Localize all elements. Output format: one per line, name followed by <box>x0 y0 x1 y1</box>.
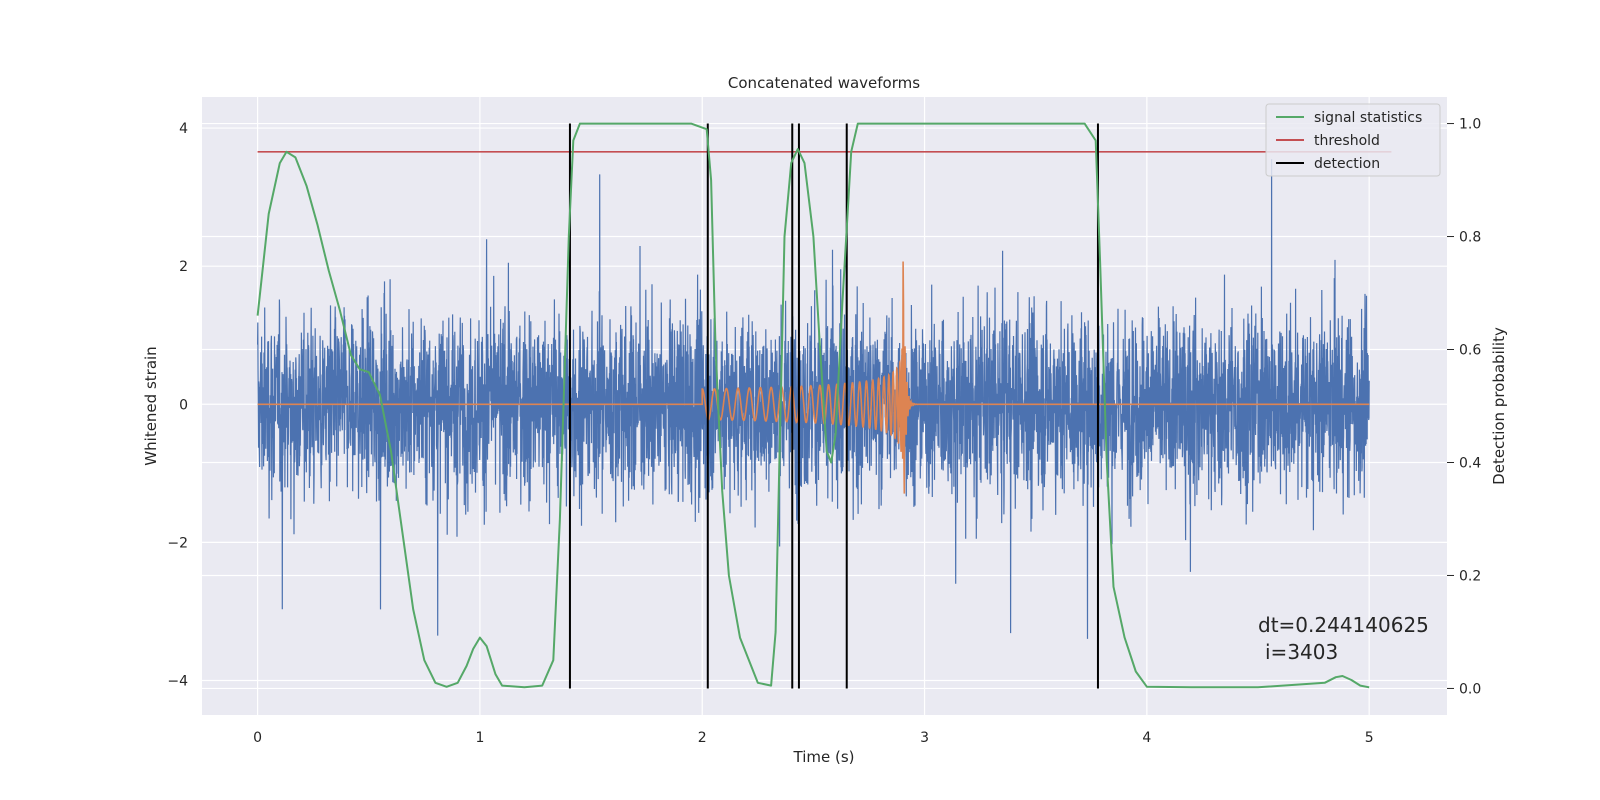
ticks: 0 1 2 3 4 5 4 2 0 −2 −4 1.0 0.8 0.6 0.4 0.2 0.0 <box>167 117 1481 746</box>
x-tick-label-4: 4 <box>1142 730 1151 746</box>
x-tick-label-1: 1 <box>475 730 484 746</box>
x-axis-label: Time (s) <box>793 748 855 766</box>
signal-statistics-line <box>256 122 1370 689</box>
y-tick-label-0: 4 <box>179 121 188 137</box>
legend-label-threshold: threshold <box>1314 133 1380 149</box>
y2-axis-label: Detection probability <box>1490 327 1508 485</box>
template-trace <box>257 261 1370 494</box>
y-tick-label-1: 2 <box>179 259 188 275</box>
x-tick-label-5: 5 <box>1365 730 1374 746</box>
x-tick-label-3: 3 <box>920 730 929 746</box>
legend-box <box>1265 103 1441 177</box>
series-layer <box>256 122 1392 689</box>
annotation-i: i=3403 <box>1265 640 1338 664</box>
legend-label-detection: detection <box>1314 156 1380 172</box>
y-tick-label-4: −4 <box>167 673 188 689</box>
annotation-dt: dt=0.244140625 <box>1258 613 1429 637</box>
y2-tick-label-3: 0.4 <box>1459 455 1481 471</box>
chart-title: Concatenated waveforms <box>728 74 920 92</box>
template-line <box>257 261 1370 494</box>
y-axis-label: Whitened strain <box>142 346 160 465</box>
y2-tick-label-0: 1.0 <box>1459 117 1481 133</box>
y-tick-label-2: 0 <box>179 397 188 413</box>
legend: signal statistics threshold detection <box>1265 103 1441 177</box>
annotations: dt=0.244140625 i=3403 <box>1258 613 1429 664</box>
y2-tick-label-4: 0.2 <box>1459 568 1481 584</box>
y2-tick-label-2: 0.6 <box>1459 343 1481 359</box>
y2-tick-label-5: 0.0 <box>1459 681 1481 697</box>
x-tick-label-2: 2 <box>698 730 707 746</box>
y-tick-label-3: −2 <box>167 535 188 551</box>
x-tick-label-0: 0 <box>253 730 262 746</box>
legend-label-signal-statistics: signal statistics <box>1314 110 1422 126</box>
y2-tick-label-1: 0.8 <box>1459 230 1481 246</box>
